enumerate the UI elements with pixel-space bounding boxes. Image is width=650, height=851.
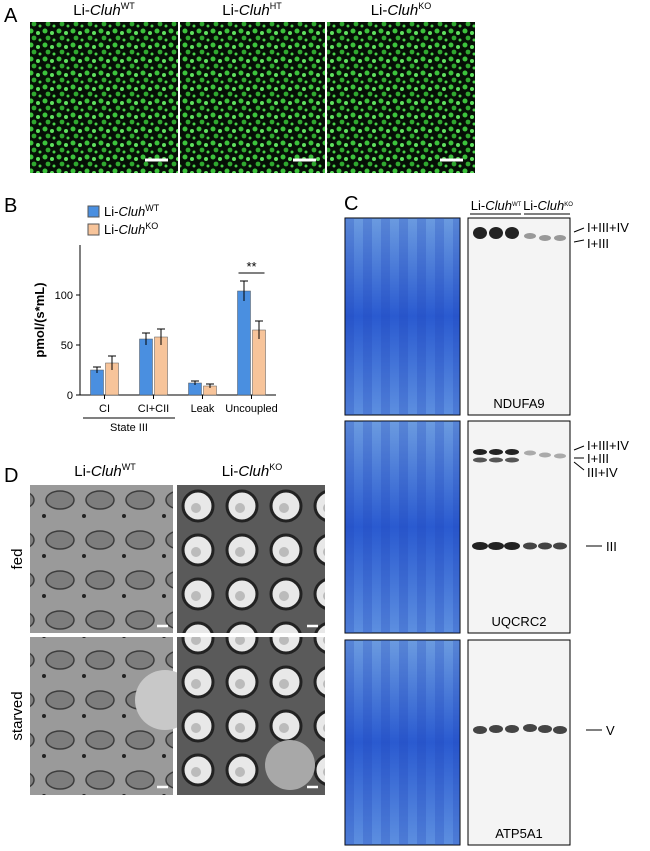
panel-d: Li-CluhWT Li-CluhKO fed starved	[9, 462, 325, 795]
panel-label: A	[4, 5, 18, 27]
blot	[467, 217, 571, 416]
panel-label: C	[344, 193, 358, 215]
legend-genotype: KO	[145, 221, 158, 231]
band-label: I+III	[587, 451, 609, 466]
legend-name: Li-	[104, 204, 118, 219]
group-label: State III	[110, 422, 148, 434]
em-image	[30, 485, 173, 633]
lane-header: Li-CluhKO	[523, 198, 573, 213]
legend-gene: Cluh	[118, 204, 145, 219]
band-label: I+III+IV	[587, 438, 629, 453]
band-label: III	[606, 539, 617, 554]
legend-name: Li-	[104, 222, 118, 237]
error-bar	[108, 355, 116, 370]
bar	[154, 336, 168, 396]
genotype-header: Li-CluhWT	[74, 462, 136, 480]
row-label: fed	[9, 549, 26, 570]
error-bar	[93, 366, 101, 373]
gel-lanes	[345, 218, 460, 415]
panel-label: D	[4, 465, 18, 487]
blot	[467, 639, 571, 846]
antibody-label: UQCRC2	[492, 614, 547, 629]
error-bar	[191, 380, 199, 385]
legend-label: Li-CluhKO	[104, 221, 158, 237]
micrograph	[30, 22, 178, 173]
micrograph	[180, 22, 325, 173]
y-tick-label: 100	[55, 290, 73, 302]
scale-bars	[157, 624, 318, 789]
y-axis-label: pmol/(s*mL)	[32, 282, 47, 357]
legend-genotype: WT	[145, 203, 159, 213]
band-label: I+III+IV	[587, 220, 629, 235]
lipid-droplet	[265, 740, 315, 790]
blot	[467, 420, 571, 634]
error-bar	[206, 383, 214, 388]
y-tick-label: 50	[61, 340, 73, 352]
bar	[252, 329, 266, 396]
x-tick-label: Uncoupled	[225, 403, 278, 415]
row-label: starved	[9, 691, 26, 740]
band-pointers	[573, 227, 602, 731]
error-bar	[255, 320, 263, 339]
gel-lanes	[345, 640, 460, 845]
genotype-header: Li-CluhWT	[73, 1, 135, 19]
em-image	[177, 485, 325, 633]
genotype-header: Li-CluhHT	[222, 1, 282, 19]
x-tick-label: CI+CII	[138, 403, 169, 415]
panel-b: 0 50 100 pmol/(s*mL) CI CI+CII Leak Uncoupled St…	[32, 203, 278, 434]
antibody-label: ATP5A1	[495, 826, 542, 841]
y-tick-label: 0	[67, 390, 73, 402]
error-bar	[240, 280, 248, 301]
panel-label: B	[4, 195, 17, 217]
micrograph	[327, 22, 475, 173]
antibody-label: NDUFA9	[493, 396, 544, 411]
x-tick-label: CI	[99, 403, 110, 415]
genotype-header: Li-CluhKO	[222, 462, 283, 480]
x-tick-label: Leak	[191, 403, 215, 415]
bar	[237, 290, 251, 396]
band-label: I+III	[587, 236, 609, 251]
error-bar	[157, 328, 165, 345]
error-bar	[142, 332, 150, 345]
panel-c: Li-CluhWT Li-CluhKO NDUFA9 UQCRC2 ATP5A1…	[344, 198, 629, 846]
legend-swatch	[87, 223, 100, 236]
lane-header: Li-CluhWT	[471, 198, 522, 213]
band-label: V	[606, 723, 615, 738]
legend-gene: Cluh	[118, 222, 145, 237]
legend-swatch	[87, 205, 100, 218]
gel-lanes	[345, 421, 460, 633]
band-label: III+IV	[587, 465, 618, 480]
significance: **	[246, 259, 256, 274]
genotype-header: Li-CluhKO	[371, 1, 432, 19]
bar	[90, 369, 104, 396]
panel-a: Li-CluhWT Li-CluhHT Li-CluhKO	[30, 1, 475, 173]
legend-label: Li-CluhWT	[104, 203, 160, 219]
blot-bands	[472, 227, 567, 734]
bar	[139, 338, 153, 396]
